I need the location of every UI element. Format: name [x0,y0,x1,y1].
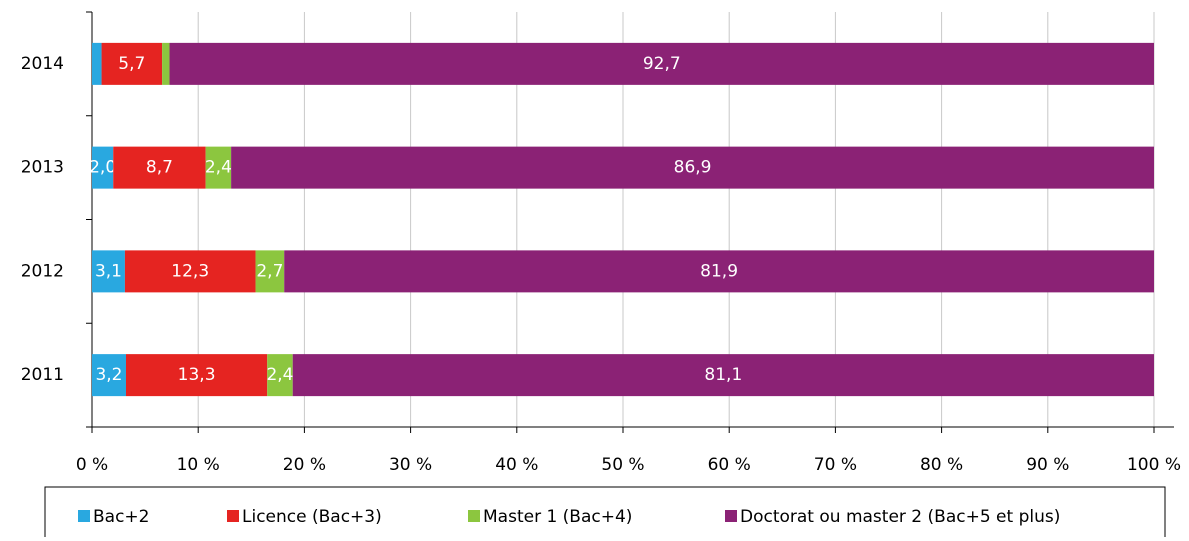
bar-segment [162,42,170,85]
data-label: 92,7 [643,54,681,74]
bar-segment [92,354,126,397]
bar-segment [205,146,232,189]
bar-segment [267,354,293,397]
x-tick-label: 100 % [1127,455,1181,475]
bar-segment [231,146,1154,189]
data-label: 81,1 [704,365,742,385]
y-tick-label: 2012 [21,261,64,281]
data-label: 3,2 [95,365,122,385]
data-label: 12,3 [171,261,209,281]
bar-segment [284,250,1154,293]
x-tick-label: 80 % [920,455,963,475]
legend-swatch [78,510,90,522]
bar-segment [292,354,1154,397]
x-tick-label: 10 % [177,455,220,475]
bar-segment [124,250,256,293]
data-label: 2,4 [266,365,293,385]
x-tick-label: 70 % [814,455,857,475]
x-tick-label: 60 % [708,455,751,475]
x-tick-label: 90 % [1026,455,1069,475]
data-label: 2,7 [256,261,283,281]
x-tick-label: 20 % [283,455,326,475]
data-label: 2,0 [89,158,116,178]
bar-segment [125,354,268,397]
bar-segment [101,42,163,85]
legend-swatch [227,510,239,522]
bar-segment [92,146,114,189]
legend-swatch [468,510,480,522]
y-tick-label: 2011 [21,365,64,385]
bar-segment [92,250,125,293]
legend-label: Master 1 (Bac+4) [483,507,632,527]
x-tick-label: 50 % [601,455,644,475]
bar-segment [92,42,102,85]
x-tick-label: 0 % [76,455,108,475]
y-tick-label: 2013 [21,158,64,178]
legend-label: Bac+2 [93,507,150,527]
bar-segment [169,42,1154,85]
bar-segment [255,250,285,293]
x-tick-label: 30 % [389,455,432,475]
data-label: 5,7 [118,54,145,74]
data-label: 13,3 [178,365,216,385]
data-label: 81,9 [700,261,738,281]
data-label: 8,7 [146,158,173,178]
x-tick-label: 40 % [495,455,538,475]
data-label: 86,9 [674,158,712,178]
bar-segment [113,146,206,189]
y-tick-label: 2014 [21,54,64,74]
data-label: 2,4 [205,158,232,178]
legend-label: Doctorat ou master 2 (Bac+5 et plus) [740,507,1060,527]
data-label: 3,1 [95,261,122,281]
legend-swatch [725,510,737,522]
legend-label: Licence (Bac+3) [242,507,382,527]
